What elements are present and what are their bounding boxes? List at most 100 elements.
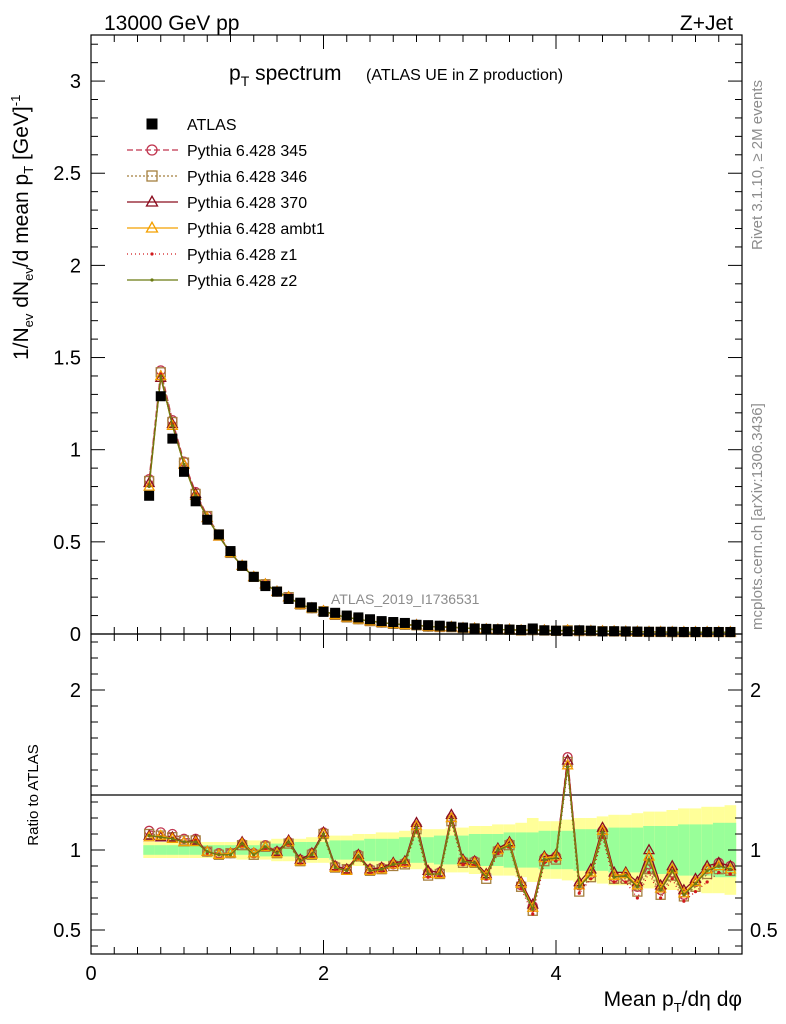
ratio-point bbox=[701, 862, 714, 874]
legend-marker bbox=[145, 194, 159, 207]
legend-marker bbox=[150, 252, 154, 256]
data-point bbox=[213, 529, 224, 540]
band-inner bbox=[189, 845, 202, 855]
band-inner bbox=[445, 835, 458, 865]
ratio-point bbox=[624, 874, 628, 878]
band-inner bbox=[712, 822, 725, 878]
analysis-watermark: ATLAS_2019_I1736531 bbox=[331, 591, 480, 607]
ratio-point bbox=[531, 912, 535, 916]
ratio-point bbox=[282, 835, 295, 847]
ratio-point bbox=[600, 830, 605, 835]
ratio-point bbox=[305, 848, 318, 860]
data-point bbox=[562, 626, 573, 637]
ylabel-part-g: [GeV] bbox=[10, 106, 33, 166]
y-tick-label: 1.5 bbox=[53, 348, 81, 370]
ratio-data-marks bbox=[143, 752, 737, 917]
ratio-point bbox=[728, 872, 732, 876]
legend-label: Pythia 6.428 345 bbox=[187, 143, 307, 160]
y-tick-label: 0.5 bbox=[53, 532, 81, 554]
legend-entry: ATLAS bbox=[146, 117, 237, 134]
data-point bbox=[182, 462, 186, 467]
ratio-line bbox=[149, 769, 731, 917]
rivet-version-text: Rivet 3.1.10, ≥ 2M events bbox=[749, 80, 766, 250]
ratio-y-tick-label: 0.5 bbox=[53, 920, 81, 942]
data-point bbox=[423, 620, 434, 631]
ylabel-part-e: /d mean p bbox=[10, 174, 33, 267]
legend-entry: Pythia 6.428 ambt1 bbox=[127, 220, 325, 238]
data-point bbox=[411, 619, 422, 630]
band-inner bbox=[154, 845, 167, 855]
x-tick-label: 4 bbox=[550, 963, 561, 985]
ratio-y-tick-label-right: 1 bbox=[750, 840, 761, 862]
ratio-point bbox=[589, 877, 593, 881]
data-point bbox=[365, 614, 375, 625]
ratio-frame bbox=[90, 633, 743, 955]
ylabel-part-b: ev bbox=[21, 313, 36, 327]
band-inner bbox=[654, 826, 667, 874]
ratio-point bbox=[577, 885, 581, 889]
data-point bbox=[632, 626, 643, 637]
ratio-point bbox=[329, 861, 342, 872]
ratio-point bbox=[642, 843, 656, 855]
data-point bbox=[283, 593, 294, 604]
ratio-point bbox=[449, 818, 453, 822]
data-point bbox=[330, 607, 341, 618]
data-point bbox=[202, 514, 213, 525]
main-panel: ATLAS_2019_I1736531 00.511.522.53 pT spe… bbox=[8, 34, 743, 646]
data-point bbox=[166, 419, 179, 430]
ratio-point bbox=[310, 853, 314, 857]
xlabel-part-a: Mean p bbox=[604, 988, 674, 1011]
legend-marker bbox=[145, 220, 159, 233]
ylabel-part-f: T bbox=[21, 166, 36, 174]
data-point bbox=[159, 374, 163, 378]
legend-label: ATLAS bbox=[187, 117, 237, 134]
ratio-point bbox=[666, 862, 679, 874]
ratio-point bbox=[712, 859, 725, 871]
ratio-point bbox=[194, 840, 198, 844]
ratio-point bbox=[259, 840, 272, 852]
ratio-point bbox=[717, 870, 721, 875]
legend-entry: Pythia 6.428 z2 bbox=[127, 273, 297, 290]
band-inner bbox=[387, 838, 400, 862]
data-point bbox=[272, 586, 282, 597]
ratio-point bbox=[380, 867, 384, 871]
ratio-point bbox=[426, 875, 430, 879]
ratio-point bbox=[368, 869, 372, 873]
ratio-point bbox=[507, 843, 512, 847]
ratio-point bbox=[647, 870, 651, 875]
band-inner bbox=[619, 827, 632, 873]
main-y-tick-labels: 0 0.5 1 1.5 2 2.5 3 bbox=[53, 71, 81, 646]
ratio-point bbox=[531, 907, 535, 911]
data-point bbox=[376, 616, 387, 627]
ratio-point bbox=[635, 896, 639, 900]
legend-label: Pythia 6.428 z2 bbox=[187, 273, 297, 290]
band-inner bbox=[364, 838, 376, 862]
band-inner bbox=[340, 840, 353, 860]
data-point bbox=[144, 490, 155, 501]
band-inner bbox=[271, 843, 283, 857]
data-point bbox=[678, 626, 689, 637]
ratio-point bbox=[542, 858, 546, 862]
plot-title-p: p bbox=[229, 62, 241, 85]
data-point bbox=[155, 391, 166, 402]
ratio-point bbox=[659, 896, 663, 900]
band-inner bbox=[631, 827, 644, 873]
y-tick-label: 2 bbox=[70, 255, 81, 277]
ratio-point bbox=[205, 850, 209, 854]
ratio-point bbox=[624, 880, 628, 884]
ratio-point bbox=[619, 867, 632, 879]
ratio-point bbox=[252, 853, 256, 857]
legend-label: Pythia 6.428 z1 bbox=[187, 247, 297, 264]
ratio-point bbox=[433, 867, 446, 879]
data-point bbox=[469, 623, 480, 634]
series-0 bbox=[144, 391, 736, 637]
band-inner bbox=[166, 845, 179, 855]
band-inner bbox=[178, 845, 190, 855]
ratio-point bbox=[659, 888, 663, 892]
band-inner bbox=[608, 827, 620, 873]
band-inner bbox=[526, 832, 539, 868]
data-point bbox=[539, 625, 550, 636]
ratio-y-tick-label-right: 2 bbox=[750, 680, 761, 702]
ratio-ticks bbox=[90, 634, 743, 954]
x-tick-labels: 0 2 4 bbox=[85, 963, 561, 985]
